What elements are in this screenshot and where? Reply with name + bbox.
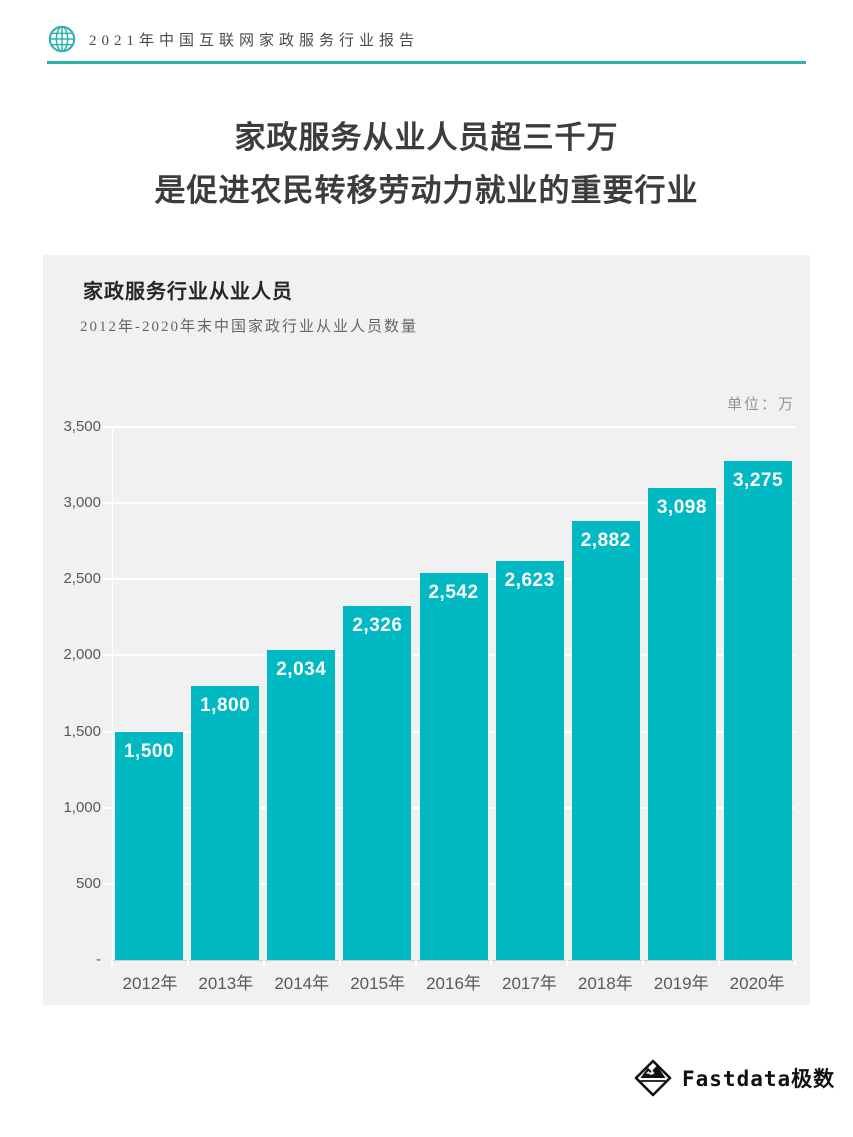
page-title-line1: 家政服务从业人员超三千万 <box>234 120 619 155</box>
bar-2015年: 2,326 <box>343 605 412 960</box>
page-header: 2021年中国互联网家政服务行业报告 <box>47 24 419 54</box>
y-tick-label: 1,500 <box>63 722 101 740</box>
bar-series: 1,500 1,800 2,034 2,326 2,542 2,623 2,882 3,098… <box>112 427 795 960</box>
x-tick-mark <box>566 960 569 966</box>
x-axis-label: 2013年 <box>198 974 254 993</box>
bar-2019年: 3,098 <box>647 488 716 960</box>
report-title: 2021年中国互联网家政服务行业报告 <box>89 32 420 49</box>
x-tick-mark <box>794 960 796 966</box>
x-tick-mark <box>262 960 265 966</box>
y-tick-label: 2,000 <box>63 646 101 664</box>
bar-value-label: 3,098 <box>656 497 707 519</box>
y-axis-labels: 3,500 3,000 2,500 2,000 1,500 1,000 500 - <box>43 418 101 968</box>
bar-value-label: 2,623 <box>504 569 555 591</box>
bar-2012年: 1,500 <box>115 731 183 960</box>
x-tick-mark <box>414 960 417 966</box>
y-tick-mark <box>103 806 112 809</box>
x-axis-label: 2020年 <box>729 974 785 993</box>
y-tick-label: 1,000 <box>63 798 101 816</box>
page-title-line2: 是促进农民转移劳动力就业的重要行业 <box>154 172 699 208</box>
y-tick-mark <box>103 654 112 657</box>
bar-value-label: 2,034 <box>276 659 327 681</box>
bar-2017年: 2,623 <box>495 560 564 960</box>
bar-value-label: 2,882 <box>580 530 631 552</box>
page-title: 家政服务从业人员超三千万 是促进农民转移劳动力就业的重要行业 <box>0 112 853 217</box>
unit-label: 单位：万 <box>726 397 795 413</box>
y-tick-label: 3,000 <box>63 494 101 512</box>
brand-footer: Fastdata极数 <box>633 1058 835 1098</box>
chart-subtitle: 2012年-2020年末中国家政行业从业人员数量 <box>80 319 418 335</box>
x-tick-mark <box>186 960 189 966</box>
globe-icon <box>48 25 76 53</box>
y-tick-label: 2,500 <box>63 570 101 588</box>
x-tick-mark <box>642 960 645 966</box>
bar-value-label: 1,800 <box>200 694 251 716</box>
y-tick-mark <box>103 730 112 733</box>
plot-area: 1,500 1,800 2,034 2,326 2,542 2,623 2,882 3,098… <box>103 426 796 966</box>
x-axis-label: 2019年 <box>653 974 709 993</box>
y-tick-label: 3,500 <box>63 418 101 435</box>
chart-card: 家政服务行业从业人员 2012年-2020年末中国家政行业从业人员数量 单位：万… <box>43 255 810 1005</box>
y-tick-mark <box>103 502 112 505</box>
y-tick-mark <box>103 882 112 885</box>
x-axis-label: 2012年 <box>122 974 178 993</box>
bar-2014年: 2,034 <box>267 650 336 960</box>
chart-title: 家政服务行业从业人员 <box>83 281 293 303</box>
x-tick-mark <box>718 960 721 966</box>
header-divider <box>47 61 806 64</box>
gridline <box>112 426 795 428</box>
bar-value-label: 2,542 <box>428 581 479 603</box>
bar-2013年: 1,800 <box>191 685 260 960</box>
y-tick-mark <box>103 578 112 581</box>
bar-value-label: 3,275 <box>732 470 784 492</box>
x-axis-labels: 2012年 2013年 2014年 2015年 2016年 2017年 2018年 2019年… <box>112 969 795 994</box>
x-axis-label: 2018年 <box>577 974 633 993</box>
y-axis-line <box>112 427 113 960</box>
y-tick-label: - <box>96 951 101 968</box>
mountain-logo-icon <box>634 1059 672 1097</box>
bar-2020年: 3,275 <box>724 461 792 960</box>
gridline <box>112 502 795 505</box>
x-tick-mark <box>111 960 113 966</box>
bar-2016年: 2,542 <box>419 572 488 960</box>
y-tick-mark <box>103 426 112 428</box>
x-axis-label: 2015年 <box>350 974 406 993</box>
x-tick-mark <box>490 960 493 966</box>
y-tick-label: 500 <box>75 874 101 892</box>
bar-value-label: 2,326 <box>352 614 403 636</box>
bar-value-label: 1,500 <box>123 740 175 762</box>
x-axis-label: 2017年 <box>501 974 557 993</box>
x-axis-label: 2016年 <box>426 974 481 993</box>
x-tick-mark <box>338 960 341 966</box>
bar-2018年: 2,882 <box>571 521 640 960</box>
brand-name: Fastdata极数 <box>682 1067 836 1091</box>
x-axis-label: 2014年 <box>274 974 330 993</box>
